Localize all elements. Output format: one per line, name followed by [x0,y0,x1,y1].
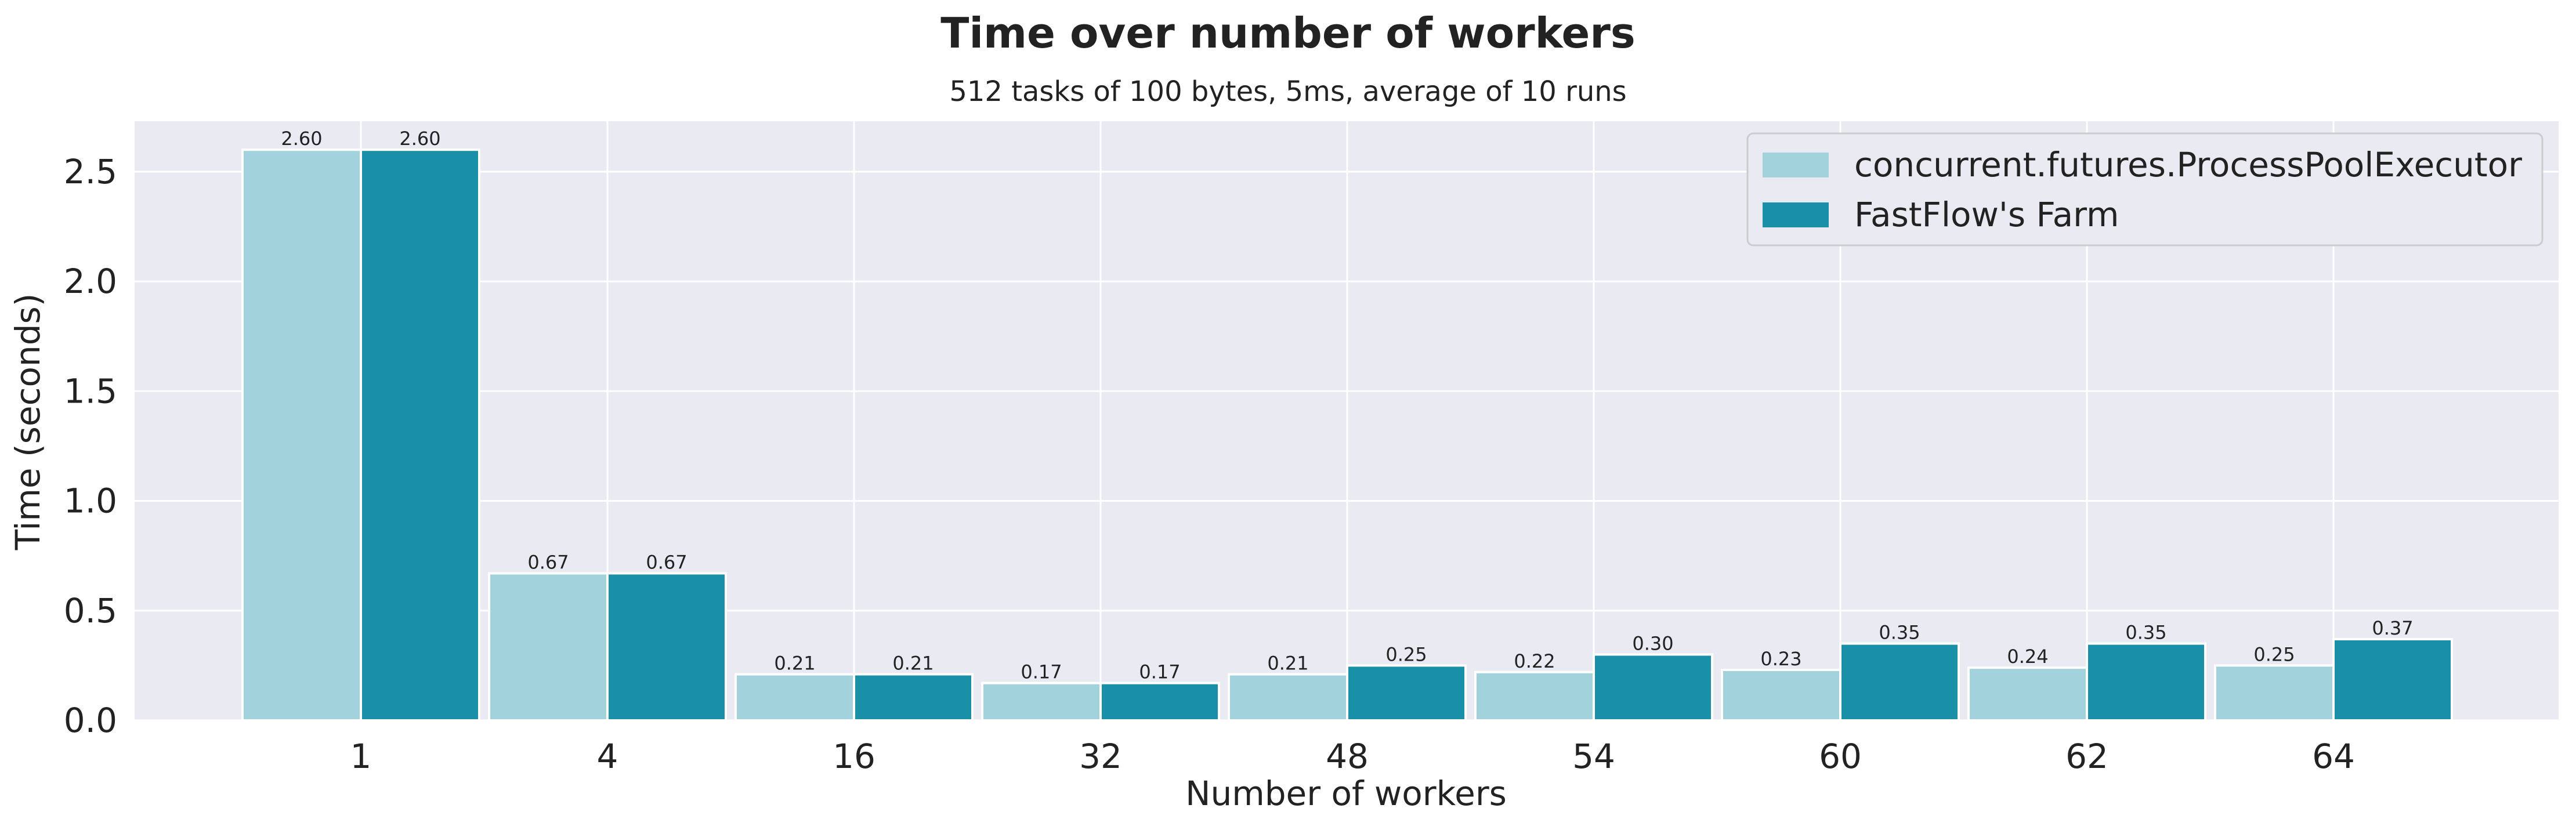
bar-processpool [1228,673,1348,722]
data-label-processpool: 0.23 [1760,648,1801,670]
data-label-processpool: 0.25 [2253,643,2295,665]
bar-fastflow [2086,642,2206,722]
bars [241,148,2453,722]
data-label-fastflow: 0.37 [2372,617,2413,639]
bar-processpool [1721,668,1841,722]
data-label-fastflow: 0.17 [1139,661,1180,683]
data-label-processpool: 0.21 [774,653,815,675]
data-label-processpool: 2.60 [281,128,322,150]
x-axis-label: Number of workers [1185,774,1507,813]
chart-title: Time over number of workers [940,9,1636,57]
data-label-processpool: 0.22 [1514,650,1555,672]
bar-processpool [1474,670,1595,722]
bar-fastflow [853,673,974,722]
x-tick-label: 54 [1572,737,1615,776]
bar-processpool [488,572,609,722]
bar-processpool [735,673,855,722]
y-axis-label: Time (seconds) [8,293,48,551]
x-tick-label: 48 [1326,737,1369,776]
legend-swatch-processpool [1763,153,1829,177]
y-tick-label: 2.5 [64,152,117,191]
bar-processpool [1967,666,2088,722]
legend-label-processpool: concurrent.futures.ProcessPoolExecutor [1854,145,2522,184]
data-label-fastflow: 0.21 [892,653,934,675]
y-tick-label: 2.0 [64,262,117,301]
legend-swatch-fastflow [1763,202,1829,227]
data-label-fastflow: 2.60 [399,128,440,150]
y-tick-label: 1.5 [64,371,117,411]
y-axis-ticks: 0.0 0.5 1.0 1.5 2.0 2.5 [64,152,117,740]
y-tick-label: 0.5 [64,591,117,630]
data-label-fastflow: 0.67 [646,551,687,573]
y-tick-label: 1.0 [64,481,117,521]
x-tick-label: 16 [833,737,875,776]
legend-box [1746,132,2544,247]
x-tick-label: 1 [350,737,372,776]
legend-label-fastflow: FastFlow's Farm [1854,195,2119,234]
bar-fastflow [360,148,480,722]
data-label-fastflow: 0.25 [1385,643,1427,665]
x-tick-label: 60 [1819,737,1862,776]
bar-fastflow [606,572,727,722]
bar-processpool [241,148,362,722]
x-axis-ticks: 1 4 16 32 48 54 60 62 64 [350,737,2355,776]
bar-fastflow [1839,642,1960,722]
y-tick-label: 0.0 [64,701,117,740]
data-label-fastflow: 0.35 [1879,622,1920,644]
bar-fastflow [2332,637,2453,722]
bar-fastflow [1593,653,1713,722]
x-tick-label: 4 [597,737,618,776]
grid [135,121,2559,722]
data-label-fastflow: 0.35 [2125,622,2166,644]
data-label-processpool: 0.67 [527,551,569,573]
data-labels: 2.60 0.67 0.21 0.17 0.21 0.22 0.23 0.24 0.25 2.60… [281,128,2413,683]
data-label-processpool: 0.21 [1267,653,1308,675]
bar-fastflow [1099,682,1220,722]
legend: concurrent.futures.ProcessPoolExecutor F… [1746,132,2544,247]
chart-subtitle: 512 tasks of 100 bytes, 5ms, average of … [949,75,1626,108]
x-tick-label: 62 [2065,737,2108,776]
bar-processpool [981,682,1102,722]
bar-processpool [2214,664,2335,722]
bar-fastflow [1346,664,1467,722]
data-label-processpool: 0.24 [2007,646,2048,668]
data-label-fastflow: 0.30 [1632,632,1673,654]
x-tick-label: 32 [1079,737,1122,776]
data-label-processpool: 0.17 [1021,661,1062,683]
x-tick-label: 64 [2312,737,2355,776]
